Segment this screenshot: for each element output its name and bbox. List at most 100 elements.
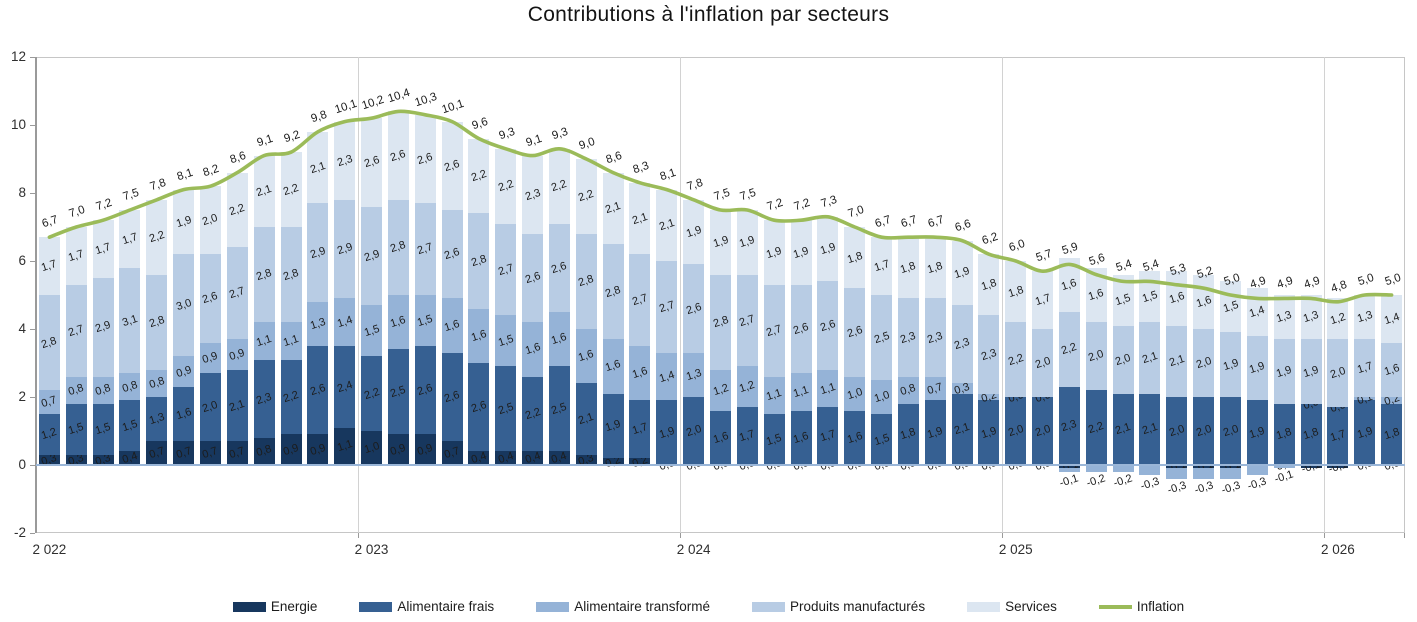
bar-segment-energie (495, 451, 517, 465)
bar-segment-energie (253, 437, 275, 465)
bar-segment-alimentaire-frais (173, 386, 195, 442)
y-axis-tick-label: 8 (18, 185, 26, 200)
bar-segment-produits-manufacturés (978, 315, 1000, 394)
bar-segment-alimentaire-frais (1220, 397, 1242, 465)
bar-segment-alimentaire-frais (1273, 403, 1295, 465)
bar-segment-alimentaire-transformé (387, 295, 409, 350)
bar-segment-services (1354, 295, 1376, 340)
legend-item-energie: Energie (232, 599, 318, 614)
bar-segment-alimentaire-frais (1300, 403, 1322, 465)
bar-segment-alimentaire-transformé (1139, 465, 1161, 476)
bar-segment-alimentaire-frais (548, 366, 570, 452)
legend-color-swatch-alimentaire-frais (359, 601, 393, 612)
bar-segment-alimentaire-transformé (361, 305, 383, 357)
bar-segment-alimentaire-transformé (629, 346, 651, 401)
bar-segment-energie (146, 441, 168, 465)
year-gridline (1002, 57, 1004, 533)
legend-item-produits-manufacturés: Produits manufacturés (752, 599, 925, 614)
bar-segment-alimentaire-transformé (1058, 468, 1080, 472)
bar-segment-energie (1300, 465, 1322, 469)
bar-segment-alimentaire-frais (656, 400, 678, 465)
bar-segment-energie (361, 431, 383, 465)
bar-segment-alimentaire-frais (629, 400, 651, 459)
bar-segment-alimentaire-frais (736, 407, 758, 465)
bar-segment-energie (92, 454, 114, 465)
bar-segment-energie (334, 427, 356, 465)
legend-item-alimentaire-frais: Alimentaire frais (359, 599, 494, 614)
bar-segment-energie (199, 441, 221, 465)
bar-segment-energie (441, 441, 463, 465)
bar-segment-produits-manufacturés (1220, 332, 1242, 397)
bar-segment-alimentaire-transformé (280, 322, 302, 360)
bar-segment-alimentaire-frais (1005, 397, 1027, 465)
bar-segment-alimentaire-frais (951, 393, 973, 465)
bar-segment-energie (548, 451, 570, 465)
bar-segment-alimentaire-frais (334, 346, 356, 428)
bar-segment-energie (387, 434, 409, 465)
bar-segment-alimentaire-transformé (1085, 465, 1107, 472)
bar-segment-alimentaire-frais (65, 403, 87, 455)
year-gridline (680, 57, 682, 533)
zero-axis-line (36, 464, 1405, 466)
bar-segment-alimentaire-transformé (307, 301, 329, 346)
bar-segment-services (1300, 295, 1322, 340)
y-axis-tick-label: 4 (18, 321, 26, 336)
bar-segment-alimentaire-transformé (468, 308, 490, 363)
bar-segment-alimentaire-frais (1354, 400, 1376, 465)
bar-segment-alimentaire-frais (602, 393, 624, 459)
y-axis-tick (30, 465, 35, 466)
bar-segment-alimentaire-frais (280, 359, 302, 435)
bar-segment-alimentaire-frais (1032, 397, 1054, 465)
bar-segment-produits-manufacturés (763, 284, 785, 377)
legend-color-swatch-energie (232, 601, 266, 612)
bar-segment-produits-manufacturés (1327, 339, 1349, 408)
bar-segment-alimentaire-transformé (844, 376, 866, 411)
legend-item-inflation: Inflation (1098, 599, 1184, 614)
bar-segment-alimentaire-frais (1058, 386, 1080, 465)
bar-segment-alimentaire-frais (844, 410, 866, 465)
bar-segment-produits-manufacturés (844, 288, 866, 377)
bar-segment-produits-manufacturés (871, 295, 893, 380)
bar-segment-alimentaire-transformé (1273, 465, 1295, 469)
bar-segment-alimentaire-transformé (65, 376, 87, 404)
bar-segment-alimentaire-transformé (1246, 465, 1268, 476)
bar-segment-alimentaire-transformé (253, 322, 275, 360)
bar-segment-alimentaire-transformé (656, 352, 678, 401)
bar-segment-alimentaire-frais (307, 346, 329, 435)
bar-segment-alimentaire-transformé (1193, 468, 1215, 479)
bar-segment-energie (1058, 465, 1080, 469)
bar-segment-alimentaire-transformé (790, 373, 812, 411)
y-axis-tick-label: 10 (10, 117, 26, 132)
y-axis-tick (30, 329, 35, 330)
bar-segment-alimentaire-frais (1246, 400, 1268, 465)
legend-color-swatch-produits-manufacturés (752, 601, 785, 612)
bar-segment-alimentaire-frais (1139, 393, 1161, 465)
bar-segment-alimentaire-frais (146, 397, 168, 442)
bar-segment-produits-manufacturés (1139, 322, 1161, 394)
bar-segment-energie (1166, 465, 1188, 469)
legend-label: Energie (270, 599, 318, 614)
bar-segment-energie (173, 441, 195, 465)
bar-segment-alimentaire-transformé (38, 390, 60, 414)
bar-segment-energie (119, 451, 141, 465)
bar-segment-energie (1327, 465, 1349, 469)
bar-segment-energie (468, 451, 490, 465)
bar-segment-produits-manufacturés (951, 305, 973, 384)
legend-line-swatch-inflation (1098, 604, 1132, 609)
x-axis-year-label: 2 026 (1320, 542, 1355, 557)
bar-segment-alimentaire-frais (1327, 407, 1349, 465)
bar-segment-energie (280, 434, 302, 465)
bar-segment-services (1327, 298, 1349, 340)
bar-segment-alimentaire-frais (441, 352, 463, 442)
bar-segment-produits-manufacturés (38, 295, 60, 391)
bar-segment-produits-manufacturés (897, 298, 919, 377)
bar-segment-produits-manufacturés (1300, 339, 1322, 404)
bar-segment-alimentaire-frais (38, 414, 60, 455)
bar-segment-alimentaire-frais (1381, 403, 1403, 465)
bar-segment-alimentaire-frais (817, 407, 839, 465)
bar-segment-alimentaire-transformé (1112, 465, 1134, 472)
legend-label: Alimentaire transformé (574, 599, 710, 614)
bar-segment-energie (575, 454, 597, 465)
bar-segment-alimentaire-frais (710, 410, 731, 465)
bar-segment-alimentaire-transformé (736, 366, 758, 408)
